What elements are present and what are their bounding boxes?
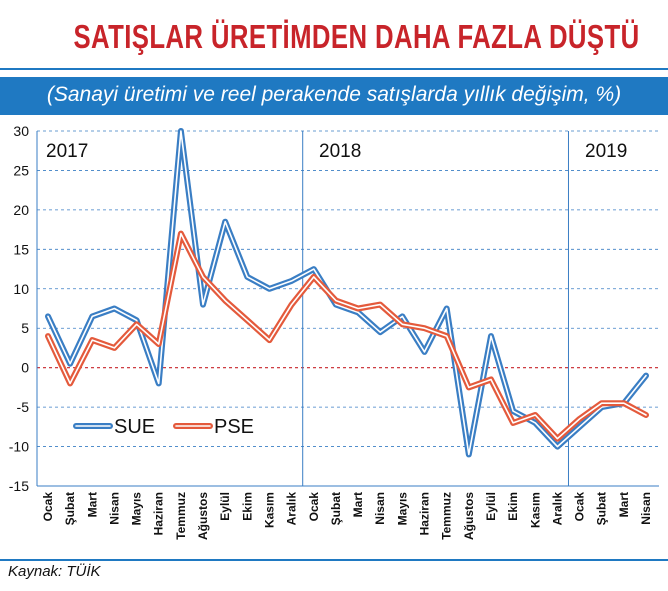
title-rule bbox=[0, 68, 668, 70]
series-highlight-sue bbox=[47, 130, 647, 456]
x-tick-label: Mayıs bbox=[395, 492, 409, 526]
x-tick-label: Haziran bbox=[152, 492, 166, 535]
source-note: Kaynak: TÜİK bbox=[8, 563, 101, 580]
y-tick-label: -15 bbox=[9, 478, 29, 494]
series-line-sue bbox=[45, 128, 649, 458]
series-line-pse bbox=[45, 230, 649, 442]
x-tick-label: Mart bbox=[617, 492, 631, 517]
year-label: 2019 bbox=[585, 141, 627, 162]
year-label: 2018 bbox=[319, 141, 361, 162]
x-tick-label: Şubat bbox=[329, 492, 343, 525]
y-tick-label: 20 bbox=[13, 202, 29, 218]
x-tick-label: Mart bbox=[85, 492, 99, 517]
y-tick-label: 10 bbox=[13, 281, 29, 297]
x-tick-label: Ocak bbox=[41, 492, 55, 522]
x-tick-label: Ağustos bbox=[196, 492, 210, 540]
subtitle-bar bbox=[0, 77, 668, 115]
x-tick-label: Aralık bbox=[285, 492, 299, 526]
chart-subtitle: (Sanayi üretimi ve reel perakende satışl… bbox=[46, 83, 622, 106]
x-tick-label: Haziran bbox=[418, 492, 432, 535]
y-tick-label: 15 bbox=[13, 241, 29, 257]
legend-label-sue: SUE bbox=[114, 416, 155, 438]
y-tick-label: -10 bbox=[9, 439, 29, 455]
x-tick-label: Şubat bbox=[63, 492, 77, 525]
x-tick-label: Nisan bbox=[639, 492, 653, 525]
y-tick-label: 30 bbox=[13, 123, 29, 139]
series-highlight-pse bbox=[47, 232, 647, 440]
x-tick-label: Ekim bbox=[506, 492, 520, 521]
x-tick-label: Kasım bbox=[528, 492, 542, 528]
legend-label-pse: PSE bbox=[214, 416, 254, 438]
x-tick-label: Mart bbox=[351, 492, 365, 517]
y-tick-label: 25 bbox=[13, 162, 29, 178]
x-tick-label: Ocak bbox=[307, 492, 321, 522]
x-tick-label: Temmuz bbox=[174, 492, 188, 540]
y-tick-label: -5 bbox=[17, 399, 30, 415]
year-label: 2017 bbox=[46, 141, 88, 162]
x-tick-label: Aralık bbox=[550, 492, 564, 526]
x-tick-label: Ağustos bbox=[462, 492, 476, 540]
x-tick-label: Mayıs bbox=[130, 492, 144, 526]
source-rule bbox=[0, 559, 668, 561]
chart-title: SATIŞLAR ÜRETİMDEN DAHA FAZLA DÜŞTÜ bbox=[73, 18, 640, 55]
x-tick-label: Temmuz bbox=[440, 492, 454, 540]
x-tick-label: Ekim bbox=[240, 492, 254, 521]
x-tick-label: Şubat bbox=[595, 492, 609, 525]
x-tick-label: Nisan bbox=[107, 492, 121, 525]
x-tick-label: Nisan bbox=[373, 492, 387, 525]
x-tick-label: Eylül bbox=[218, 492, 232, 521]
x-tick-label: Ocak bbox=[573, 492, 587, 522]
y-tick-label: 5 bbox=[21, 320, 29, 336]
x-tick-label: Eylül bbox=[484, 492, 498, 521]
x-tick-label: Kasım bbox=[262, 492, 276, 528]
y-tick-label: 0 bbox=[21, 360, 29, 376]
